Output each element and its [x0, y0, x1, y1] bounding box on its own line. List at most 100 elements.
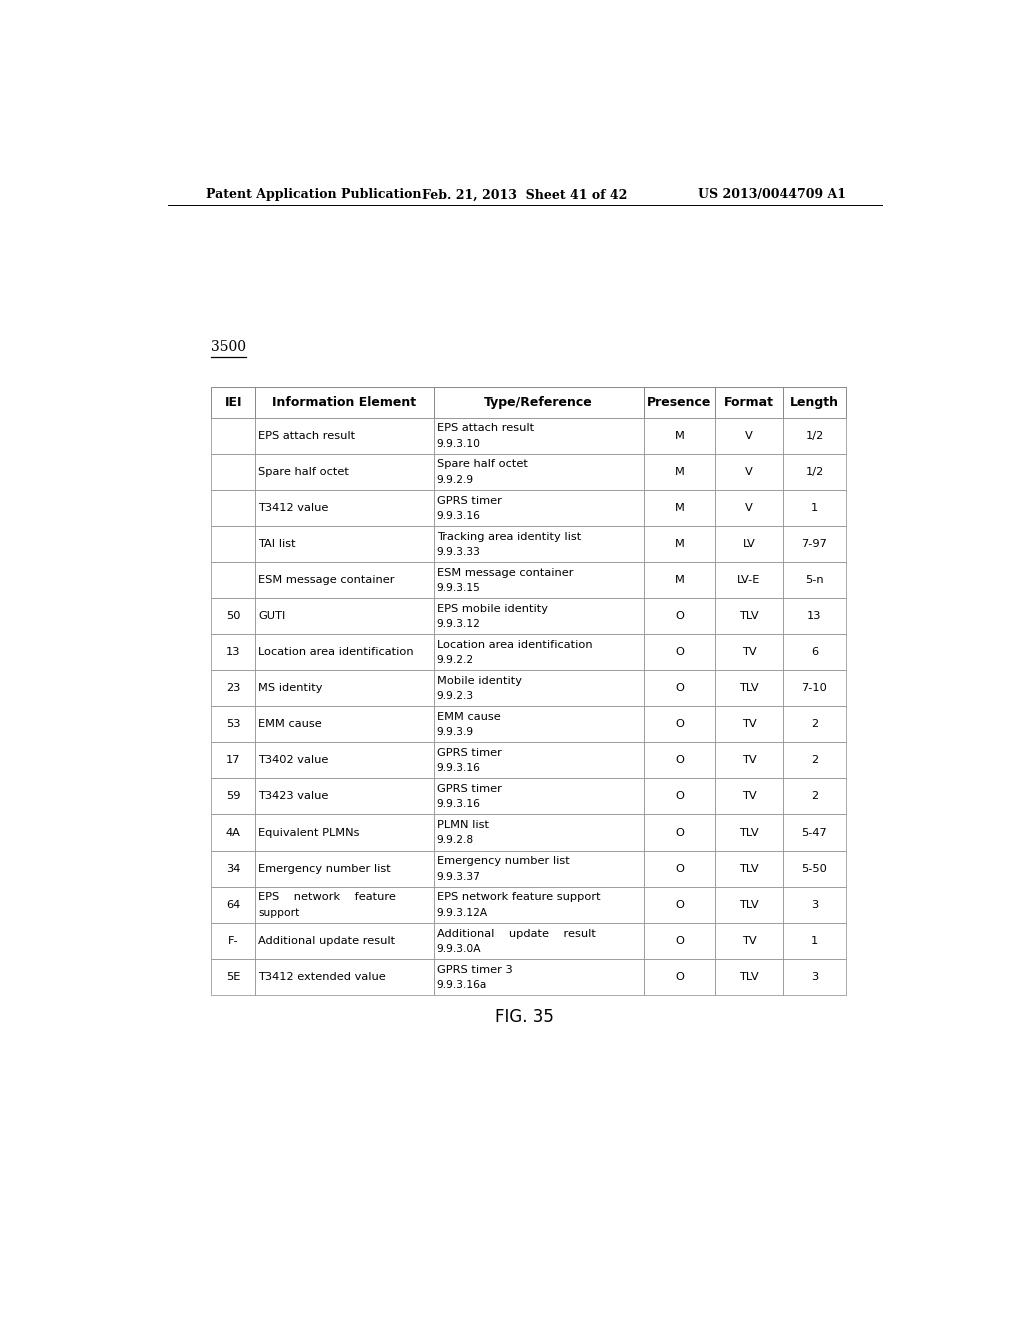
- Bar: [644, 634, 715, 671]
- Text: EMM cause: EMM cause: [436, 711, 501, 722]
- Text: T3412 extended value: T3412 extended value: [258, 972, 386, 982]
- Bar: [211, 454, 255, 490]
- Text: 9.9.3.16a: 9.9.3.16a: [436, 979, 487, 990]
- Text: EPS mobile identity: EPS mobile identity: [436, 603, 548, 614]
- Bar: [433, 454, 644, 490]
- Bar: [715, 598, 782, 634]
- Bar: [782, 634, 846, 671]
- Text: V: V: [745, 430, 753, 441]
- Text: Tracking area identity list: Tracking area identity list: [436, 532, 581, 541]
- Text: TLV: TLV: [739, 972, 759, 982]
- Text: O: O: [675, 863, 684, 874]
- Text: TAI list: TAI list: [258, 539, 296, 549]
- Text: V: V: [745, 503, 753, 512]
- Bar: [644, 887, 715, 923]
- Bar: [644, 490, 715, 525]
- Text: F-: F-: [227, 936, 239, 945]
- Text: 9.9.3.9: 9.9.3.9: [436, 727, 474, 737]
- Text: GPRS timer 3: GPRS timer 3: [436, 965, 512, 974]
- Text: 5-50: 5-50: [802, 863, 827, 874]
- Text: IEI: IEI: [224, 396, 242, 409]
- Bar: [715, 779, 782, 814]
- Bar: [211, 490, 255, 525]
- Text: Mobile identity: Mobile identity: [436, 676, 521, 686]
- Bar: [255, 779, 433, 814]
- Bar: [715, 387, 782, 417]
- Text: T3423 value: T3423 value: [258, 792, 329, 801]
- Text: 34: 34: [226, 863, 241, 874]
- Bar: [715, 742, 782, 779]
- Text: Emergency number list: Emergency number list: [258, 863, 391, 874]
- Bar: [715, 887, 782, 923]
- Bar: [433, 671, 644, 706]
- Text: 7-10: 7-10: [802, 684, 827, 693]
- Bar: [644, 814, 715, 850]
- Text: Length: Length: [790, 396, 839, 409]
- Text: EPS attach result: EPS attach result: [436, 424, 534, 433]
- Bar: [433, 742, 644, 779]
- Bar: [782, 887, 846, 923]
- Text: 6: 6: [811, 647, 818, 657]
- Text: 9.9.3.12A: 9.9.3.12A: [436, 908, 487, 917]
- Bar: [255, 634, 433, 671]
- Text: LV-E: LV-E: [737, 576, 761, 585]
- Bar: [782, 525, 846, 562]
- Bar: [715, 923, 782, 958]
- Bar: [782, 706, 846, 742]
- Bar: [211, 742, 255, 779]
- Text: 2: 2: [811, 719, 818, 729]
- Text: Spare half octet: Spare half octet: [258, 467, 349, 477]
- Text: 64: 64: [226, 900, 241, 909]
- Bar: [255, 887, 433, 923]
- Text: 3: 3: [811, 900, 818, 909]
- Text: M: M: [675, 539, 684, 549]
- Text: Type/Reference: Type/Reference: [484, 396, 593, 409]
- Text: 1/2: 1/2: [805, 430, 823, 441]
- Text: O: O: [675, 828, 684, 837]
- Bar: [433, 923, 644, 958]
- Bar: [433, 525, 644, 562]
- Text: M: M: [675, 467, 684, 477]
- Bar: [715, 958, 782, 995]
- Text: TV: TV: [741, 647, 757, 657]
- Bar: [255, 958, 433, 995]
- Text: 3500: 3500: [211, 339, 247, 354]
- Bar: [715, 706, 782, 742]
- Bar: [433, 490, 644, 525]
- Bar: [715, 634, 782, 671]
- Text: Equivalent PLMNs: Equivalent PLMNs: [258, 828, 359, 837]
- Text: 9.9.2.9: 9.9.2.9: [436, 475, 474, 484]
- Text: 7-97: 7-97: [802, 539, 827, 549]
- Text: TLV: TLV: [739, 684, 759, 693]
- Bar: [211, 779, 255, 814]
- Bar: [433, 598, 644, 634]
- Bar: [211, 671, 255, 706]
- Text: MS identity: MS identity: [258, 684, 323, 693]
- Bar: [782, 958, 846, 995]
- Text: O: O: [675, 647, 684, 657]
- Text: GPRS timer: GPRS timer: [436, 748, 502, 758]
- Bar: [782, 598, 846, 634]
- Bar: [644, 598, 715, 634]
- Bar: [644, 958, 715, 995]
- Bar: [644, 562, 715, 598]
- Bar: [715, 490, 782, 525]
- Bar: [644, 923, 715, 958]
- Text: 9.9.3.16: 9.9.3.16: [436, 511, 480, 520]
- Bar: [255, 454, 433, 490]
- Text: O: O: [675, 792, 684, 801]
- Text: TLV: TLV: [739, 900, 759, 909]
- Text: 9.9.3.10: 9.9.3.10: [436, 438, 480, 449]
- Text: Presence: Presence: [647, 396, 712, 409]
- Bar: [211, 923, 255, 958]
- Bar: [255, 850, 433, 887]
- Text: US 2013/0044709 A1: US 2013/0044709 A1: [698, 189, 846, 202]
- Text: 9.9.2.8: 9.9.2.8: [436, 836, 474, 846]
- Bar: [255, 562, 433, 598]
- Text: 1/2: 1/2: [805, 467, 823, 477]
- Bar: [433, 562, 644, 598]
- Bar: [782, 387, 846, 417]
- Text: TLV: TLV: [739, 863, 759, 874]
- Text: 2: 2: [811, 755, 818, 766]
- Text: 9.9.3.12: 9.9.3.12: [436, 619, 480, 628]
